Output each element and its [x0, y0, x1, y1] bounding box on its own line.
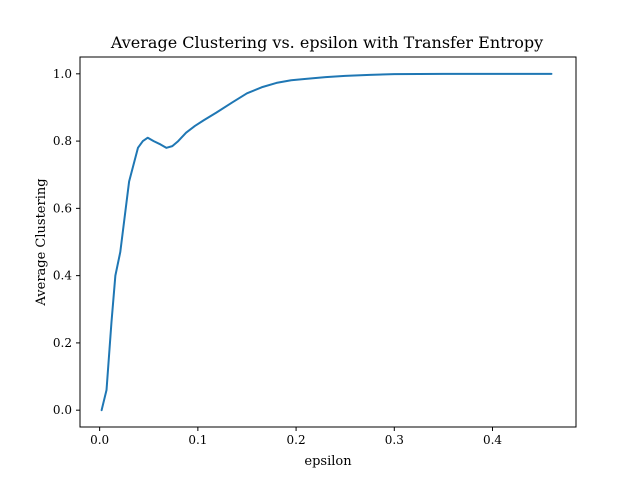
x-tick-label: 0.0 — [90, 433, 109, 447]
y-tick-label: 0.2 — [53, 336, 72, 350]
y-axis: 0.0 0.2 0.4 0.6 0.8 1.0 — [53, 67, 80, 417]
y-tick-label: 0.0 — [53, 403, 72, 417]
series-layer — [100, 72, 553, 412]
y-tick-label: 0.6 — [53, 201, 72, 215]
plot-frame — [79, 56, 577, 428]
x-tick-label: 0.1 — [188, 433, 207, 447]
y-tick-label: 0.4 — [53, 269, 72, 283]
y-axis-label: Average Clustering — [34, 178, 49, 306]
chart-title: Average Clustering vs. epsilon with Tran… — [110, 33, 543, 52]
x-tick-label: 0.3 — [385, 433, 404, 447]
x-tick-label: 0.4 — [483, 433, 502, 447]
x-tick-label: 0.2 — [287, 433, 306, 447]
y-tick-label: 1.0 — [53, 67, 72, 81]
x-axis: 0.0 0.1 0.2 0.3 0.4 — [90, 427, 502, 447]
y-tick-label: 0.8 — [53, 134, 72, 148]
series-line — [100, 72, 553, 412]
x-axis-label: epsilon — [304, 454, 352, 469]
